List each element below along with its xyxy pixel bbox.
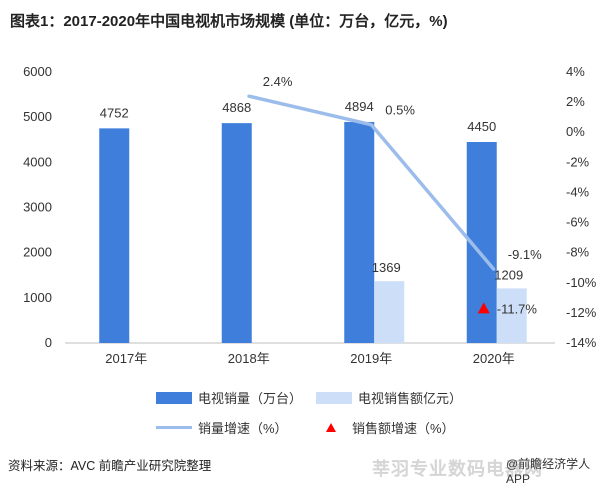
- data-label-sales-volume: 4868: [222, 100, 251, 115]
- source-note: 资料来源：AVC 前瞻产业研究院整理: [8, 459, 212, 473]
- data-label-volume-growth: 0.5%: [385, 103, 415, 118]
- point-volume-growth: [369, 123, 373, 127]
- right-axis-tick-label: -12%: [566, 305, 597, 320]
- left-axis-tick-label: 2000: [23, 245, 52, 260]
- left-axis-tick-label: 5000: [23, 109, 52, 124]
- legend-swatch-volume-growth: [156, 426, 192, 429]
- legend-item-sales-volume: 电视销量（万台）: [156, 388, 302, 407]
- legend-label-sales-value: 电视销售额亿元）: [358, 391, 463, 406]
- legend-label-volume-growth: 销量增速（%）: [198, 421, 288, 436]
- legend-label-sales-volume: 电视销量（万台）: [198, 391, 303, 406]
- x-axis-tick-label: 2018年: [228, 351, 270, 366]
- data-label-volume-growth: -9.1%: [508, 247, 542, 262]
- legend-swatch-sales-volume: [156, 391, 192, 404]
- bar-sales-value: [374, 281, 405, 343]
- legend-swatch-sales-value: [316, 391, 352, 404]
- data-label-value-growth: -11.7%: [497, 301, 538, 316]
- right-axis-tick-label: 2%: [566, 94, 585, 109]
- right-axis-tick-label: -10%: [566, 275, 597, 290]
- left-axis-tick-label: 6000: [23, 64, 52, 79]
- watermark-text: 莘羽专业数码电器网: [372, 459, 543, 479]
- data-label-sales-volume: 4894: [345, 99, 374, 114]
- right-axis-tick-label: 0%: [566, 124, 585, 139]
- right-axis-tick-label: -8%: [566, 245, 590, 260]
- left-axis-tick-label: 0: [45, 335, 52, 350]
- marker-value-growth: [477, 302, 490, 314]
- x-axis-tick-label: 2017年: [105, 351, 147, 366]
- point-volume-growth: [492, 267, 496, 271]
- legend-item-value-growth: 销售额增速（%）: [316, 418, 455, 437]
- right-axis-tick-label: 4%: [566, 64, 585, 79]
- data-label-sales-volume: 4450: [467, 119, 496, 134]
- bar-sales-volume: [221, 123, 252, 344]
- brand-label: @前瞻经济学人APP: [506, 457, 591, 486]
- data-label-sales-volume: 4752: [100, 105, 129, 120]
- right-axis-tick-label: -4%: [566, 184, 590, 199]
- legend-item-sales-value: 电视销售额亿元）: [316, 388, 462, 407]
- data-label-volume-growth: 2.4%: [263, 74, 293, 89]
- data-label-sales-value: 1209: [494, 267, 523, 282]
- legend-label-value-growth: 销售额增速（%）: [352, 421, 455, 436]
- right-axis-tick-label: -2%: [566, 154, 590, 169]
- bar-sales-volume: [344, 121, 375, 343]
- left-axis-tick-label: 1000: [23, 290, 52, 305]
- right-axis-tick-label: -14%: [566, 335, 597, 350]
- left-axis-tick-label: 4000: [23, 154, 52, 169]
- x-axis-tick-label: 2020年: [473, 351, 515, 366]
- bar-sales-volume: [99, 128, 130, 343]
- bar-sales-value: [496, 288, 527, 343]
- right-axis-tick-label: -6%: [566, 215, 590, 230]
- chart-title: 图表1：2017-2020年中国电视机市场规模 (单位：万台，亿元，%): [10, 13, 448, 30]
- legend-marker-value-growth: [326, 423, 336, 432]
- left-axis-tick-label: 3000: [23, 200, 52, 215]
- legend-item-volume-growth: 销量增速（%）: [156, 418, 288, 437]
- data-label-sales-value: 1369: [372, 260, 401, 275]
- x-axis-tick-label: 2019年: [350, 351, 392, 366]
- point-volume-growth: [247, 94, 251, 98]
